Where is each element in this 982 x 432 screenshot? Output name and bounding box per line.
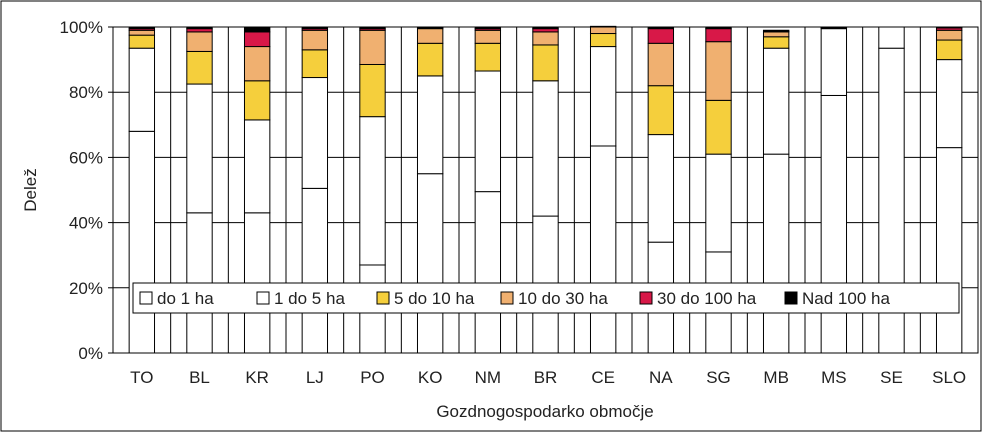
- y-tick-label: 80%: [69, 83, 103, 102]
- bar-segment-nm-3: [474, 29, 502, 44]
- bar-segment-to-3: [128, 29, 156, 36]
- bar-segment-kr-3: [243, 46, 271, 82]
- bar-segment-na-2: [647, 85, 675, 136]
- bar-segment-mb-1: [762, 47, 790, 155]
- y-axis-title: Delež: [21, 168, 40, 211]
- plot-area-border: [112, 26, 979, 354]
- bar-segment-kr-1: [243, 119, 271, 214]
- bar-segment-bl-1: [186, 83, 213, 214]
- bar-segment-lj-1: [301, 77, 329, 189]
- legend-swatch-5: [784, 291, 798, 305]
- legend-swatch-2: [376, 291, 390, 305]
- bar-segment-ce-2: [589, 33, 617, 48]
- bar-segment-ce-1: [589, 46, 617, 147]
- legend: do 1 ha 1 do 5 ha 5 do 10 ha 10 do 30 ha 30 …: [132, 282, 960, 314]
- x-tick-label: LJ: [306, 368, 324, 387]
- x-tick-label: SG: [706, 368, 731, 387]
- legend-label-5: Nad 100 ha: [802, 289, 890, 308]
- bar-segment-nm-0: [474, 191, 502, 354]
- bar-segment-to-2: [128, 34, 156, 49]
- bar-segment-slo-0: [935, 147, 963, 354]
- x-tick-labels: TO BL KR LJ PO KO NM BR CE NA SG MB MS SE SLO: [130, 368, 966, 387]
- bar-segment-lj-2: [301, 49, 329, 79]
- bar-segment-ko-1: [416, 75, 444, 175]
- legend-swatch-3: [500, 291, 514, 305]
- bar-segment-br-2: [532, 44, 559, 82]
- legend-label-2: 5 do 10 ha: [394, 289, 475, 308]
- legend-swatch-4: [639, 291, 653, 305]
- y-tick-label: 40%: [69, 214, 103, 233]
- legend-label-0: do 1 ha: [157, 289, 214, 308]
- bar-segment-to-0: [128, 130, 156, 354]
- bar-segment-na-1: [647, 134, 675, 243]
- legend-swatch-0: [139, 291, 153, 305]
- x-tick-label: NM: [475, 368, 501, 387]
- bar-segment-ko-2: [416, 42, 444, 77]
- bar-segment-slo-2: [935, 39, 963, 61]
- bar-segment-sg-1: [705, 153, 732, 253]
- bar-segment-br-1: [532, 80, 559, 217]
- legend-swatch-1: [256, 291, 270, 305]
- bar-segment-po-1: [359, 116, 386, 266]
- bar-segment-sg-4: [705, 28, 732, 43]
- bar-segment-slo-1: [935, 59, 963, 149]
- bar-segment-mb-3: [762, 31, 790, 38]
- bar-segment-lj-3: [301, 29, 329, 51]
- bar-segment-mb-5: [762, 29, 790, 32]
- y-tick-label: 20%: [69, 279, 103, 298]
- x-tick-label: BR: [534, 368, 558, 387]
- bar-segment-mb-0: [762, 153, 790, 354]
- bar-segment-nm-1: [474, 70, 502, 193]
- x-tick-label: MB: [763, 368, 789, 387]
- bar-segment-bl-2: [186, 50, 213, 85]
- x-tick-label: TO: [130, 368, 153, 387]
- y-tick-label: 100%: [60, 18, 103, 37]
- bar-segment-kr-2: [243, 80, 271, 121]
- legend-label-1: 1 do 5 ha: [274, 289, 345, 308]
- legend-label-3: 10 do 30 ha: [518, 289, 608, 308]
- x-tick-label: MS: [821, 368, 847, 387]
- bar-segment-se-1: [878, 26, 905, 49]
- bar-segment-ko-0: [416, 173, 444, 354]
- bar-segment-ko-3: [416, 28, 444, 44]
- x-tick-label: PO: [360, 368, 385, 387]
- bar-segment-lj-0: [301, 187, 329, 354]
- x-tick-label: SLO: [932, 368, 966, 387]
- bar-segment-na-4: [647, 28, 675, 44]
- legend-box: [132, 282, 960, 314]
- bar-segment-ms-1: [820, 28, 848, 96]
- x-tick-label: KO: [418, 368, 443, 387]
- bar-segment-ce-3: [589, 26, 617, 35]
- x-tick-label: KR: [245, 368, 269, 387]
- bar-segment-ms-0: [820, 94, 848, 354]
- legend-label-4: 30 do 100 ha: [657, 289, 757, 308]
- bar-segment-po-2: [359, 63, 386, 118]
- bar-segment-kr-5: [243, 26, 271, 33]
- bar-segment-bl-3: [186, 31, 213, 52]
- bar-segment-br-3: [532, 31, 559, 46]
- bar-segment-po-3: [359, 29, 386, 65]
- bar-segment-slo-3: [935, 29, 963, 41]
- bar-segment-sg-2: [705, 99, 732, 155]
- y-tick-label: 0%: [78, 344, 103, 363]
- x-tick-label: CE: [591, 368, 615, 387]
- bar-segment-sg-3: [705, 41, 732, 101]
- y-tick-label: 60%: [69, 148, 103, 167]
- bar-segment-nm-2: [474, 42, 502, 72]
- bar-segment-to-1: [128, 47, 156, 132]
- bar-segment-mb-2: [762, 36, 790, 49]
- x-tick-label: BL: [189, 368, 210, 387]
- bar-segment-kr-4: [243, 31, 271, 48]
- bars: [128, 25, 963, 354]
- bar-segment-ce-0: [589, 145, 617, 354]
- y-tick-labels: 0% 20% 40% 60% 80% 100%: [60, 18, 113, 363]
- x-axis-title: Gozdnogospodarko območje: [436, 402, 653, 421]
- bar-segment-na-3: [647, 42, 675, 87]
- x-tick-label: NA: [649, 368, 673, 387]
- x-tick-label: SE: [880, 368, 903, 387]
